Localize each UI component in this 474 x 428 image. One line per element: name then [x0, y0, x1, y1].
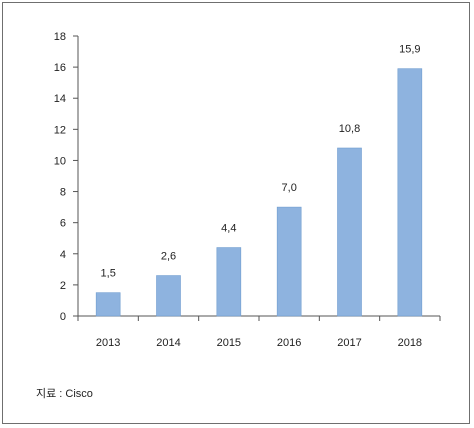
x-tick-label: 2016	[277, 337, 301, 349]
data-labels: 1,5 2,6 4,4 7,0 10,8 15,9	[101, 44, 421, 280]
y-tick-label: 18	[54, 31, 66, 43]
data-label-2017: 10,8	[339, 123, 360, 135]
bars	[95, 68, 423, 317]
y-tick-label: 8	[60, 187, 66, 199]
y-tick-label: 16	[54, 62, 66, 74]
y-tick-label: 10	[54, 155, 66, 167]
x-tick-label: 2017	[337, 337, 361, 349]
x-axis: 2013 2014 2015 2016 2017 2018	[77, 315, 441, 349]
data-label-2013: 1,5	[101, 268, 116, 280]
y-tick-label: 12	[54, 124, 66, 136]
bar-2018	[397, 68, 423, 317]
data-label-2016: 7,0	[282, 182, 297, 194]
x-tick-label: 2013	[96, 337, 120, 349]
bar-2015	[216, 247, 242, 317]
y-tick-label: 4	[60, 249, 66, 261]
chart-frame	[2, 2, 470, 424]
y-tick-label: 14	[54, 93, 66, 105]
source-note: 지료 : Cisco	[36, 388, 93, 400]
x-tick-label: 2018	[398, 337, 422, 349]
x-tick-label: 2015	[217, 337, 241, 349]
y-tick-label: 0	[60, 311, 66, 323]
x-tick-label: 2014	[156, 337, 180, 349]
bar-2013	[95, 292, 121, 317]
y-tick-label: 6	[60, 218, 66, 230]
y-axis: 0 2 4 6 8 10 12 14 16 18	[54, 31, 79, 323]
data-label-2014: 2,6	[161, 251, 176, 263]
bar-2014	[156, 275, 181, 317]
bar-2016	[276, 206, 302, 317]
bar-2017	[337, 147, 362, 317]
y-tick-label: 2	[60, 280, 66, 292]
data-label-2015: 4,4	[221, 223, 236, 235]
data-label-2018: 15,9	[399, 44, 420, 56]
